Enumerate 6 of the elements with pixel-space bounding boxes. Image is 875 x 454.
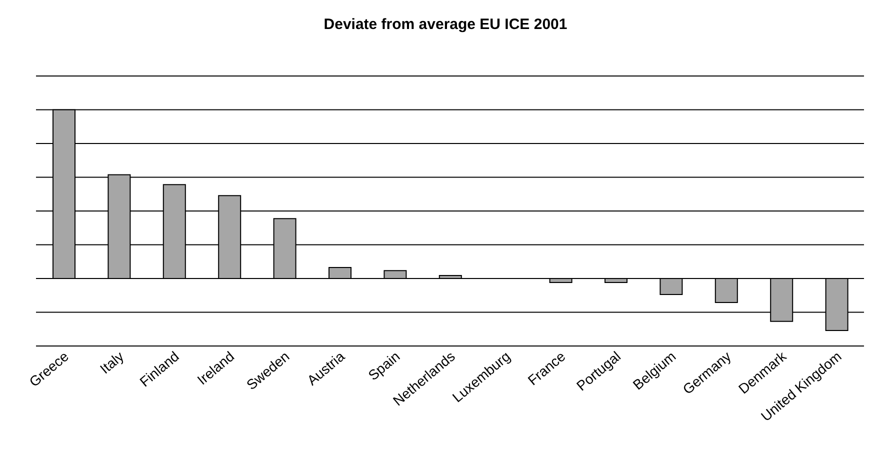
bar <box>660 278 683 296</box>
bar <box>384 270 407 279</box>
bar <box>328 267 352 279</box>
x-tick-label: Italy <box>96 348 127 377</box>
bar <box>714 278 738 303</box>
chart-title: Deviate from average EU ICE 2001 <box>322 15 568 35</box>
